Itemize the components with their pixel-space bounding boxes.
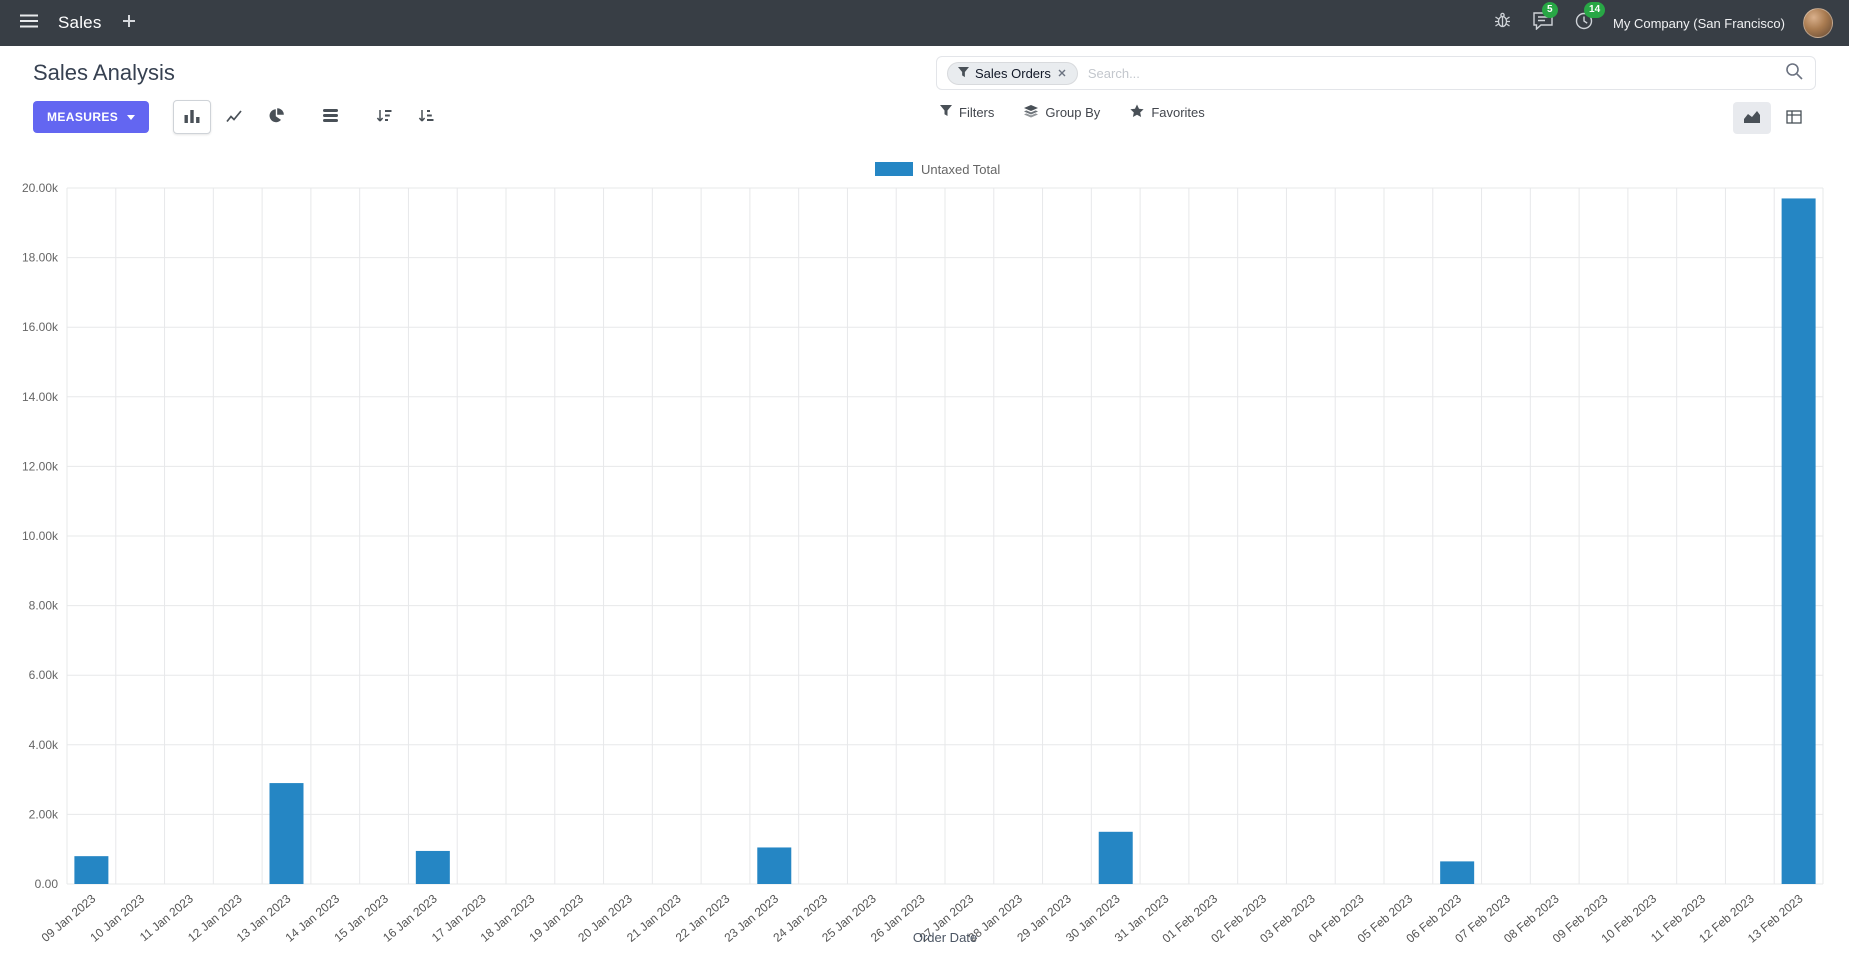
bar[interactable] (1098, 831, 1133, 884)
y-tick-label: 18.00k (22, 251, 59, 265)
y-tick-label: 16.00k (22, 320, 59, 334)
messages-button[interactable]: 5 (1531, 1, 1558, 37)
legend-swatch[interactable] (875, 162, 913, 176)
x-axis-title: Order Date (913, 930, 977, 945)
facet-label: Sales Orders (975, 65, 1051, 81)
area-chart-icon (1743, 110, 1761, 127)
pie-chart-button[interactable] (257, 100, 295, 134)
apps-menu-button[interactable] (16, 10, 42, 37)
search-bar[interactable]: Sales Orders (936, 56, 1816, 90)
search-facet-sales-orders[interactable]: Sales Orders (947, 61, 1078, 85)
pivot-view-button[interactable] (1775, 102, 1813, 134)
activities-badge: 14 (1584, 1, 1606, 18)
y-tick-label: 10.00k (22, 529, 59, 543)
favorites-label: Favorites (1151, 105, 1205, 120)
bar-chart-button[interactable] (173, 100, 212, 134)
sort-ascending-icon (418, 109, 434, 126)
pie-chart-icon (269, 108, 284, 126)
y-tick-label: 2.00k (29, 807, 59, 821)
bar[interactable] (269, 783, 304, 884)
sales-analysis-bar-chart: Untaxed Total 0.00 2.00k 4.00k 6.00k 8.00k 10.… (22, 162, 1824, 946)
filter-icon (940, 105, 952, 120)
search-input[interactable] (1085, 64, 1775, 82)
layers-icon (1024, 104, 1039, 121)
company-menu[interactable]: My Company (San Francisco) (1613, 15, 1785, 31)
y-tick-label: 12.00k (22, 459, 59, 473)
sort-descending-button[interactable] (365, 100, 403, 134)
plus-icon (122, 14, 136, 33)
chart-toolbar: MEASURES (0, 94, 1849, 148)
search-icon (1785, 62, 1803, 85)
favorites-button[interactable]: Favorites (1130, 104, 1205, 121)
y-tick-label: 4.00k (29, 738, 59, 752)
hamburger-icon (20, 14, 38, 33)
y-tick-label: 8.00k (29, 599, 59, 613)
line-chart-icon (226, 109, 242, 126)
chevron-down-icon (127, 114, 136, 120)
sort-descending-icon (376, 109, 392, 126)
stacked-toggle-button[interactable] (311, 100, 349, 134)
graph-view-button[interactable] (1733, 102, 1771, 134)
star-icon (1130, 104, 1144, 121)
y-tick-label: 6.00k (29, 668, 59, 682)
bar[interactable] (74, 856, 109, 884)
x-tick-label: 10 Jan 2023 (87, 891, 147, 944)
close-icon (1058, 69, 1066, 77)
legend-label[interactable]: Untaxed Total (921, 162, 1000, 177)
chart-type-group (173, 100, 445, 134)
messages-badge: 5 (1542, 1, 1558, 18)
y-tick-label: 14.00k (22, 390, 59, 404)
chart-area: Untaxed Total 0.00 2.00k 4.00k 6.00k 8.00k 10.… (0, 154, 1849, 961)
stacked-icon (322, 109, 338, 125)
debug-button[interactable] (1492, 10, 1513, 36)
filters-label: Filters (959, 105, 995, 120)
search-submit-button[interactable] (1783, 60, 1805, 87)
bar[interactable] (757, 847, 792, 884)
bar-chart-icon (184, 109, 200, 126)
search-options: Filters Group By Favorites (940, 104, 1205, 121)
group-by-label: Group By (1045, 105, 1101, 120)
bug-icon (1494, 12, 1511, 34)
breadcrumb-row: Sales Analysis Sales Orders (0, 46, 1849, 94)
y-tick-label: 20.00k (22, 181, 59, 195)
pivot-table-icon (1786, 109, 1802, 127)
measures-button[interactable]: MEASURES (33, 101, 150, 133)
measures-label: MEASURES (47, 110, 119, 124)
new-button[interactable] (118, 10, 140, 37)
activities-button[interactable]: 14 (1573, 1, 1606, 37)
top-navbar: Sales 5 (0, 0, 1849, 46)
bar[interactable] (415, 850, 450, 884)
page-title: Sales Analysis (33, 60, 175, 85)
app-name[interactable]: Sales (58, 13, 102, 32)
user-avatar[interactable] (1803, 8, 1833, 38)
bar[interactable] (1440, 861, 1475, 884)
view-switcher (1733, 102, 1813, 134)
facet-remove-button[interactable] (1057, 68, 1067, 78)
sort-ascending-button[interactable] (407, 100, 445, 134)
y-tick-label: 0.00 (35, 877, 59, 891)
filters-button[interactable]: Filters (940, 105, 994, 120)
line-chart-button[interactable] (215, 100, 253, 134)
bar[interactable] (1781, 198, 1816, 884)
group-by-button[interactable]: Group By (1024, 104, 1101, 121)
funnel-icon (958, 66, 969, 81)
